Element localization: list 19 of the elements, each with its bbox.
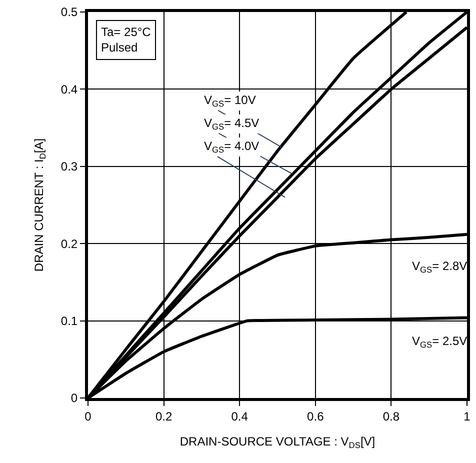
y-tick-label: 0.2 [60,236,78,251]
y-tick-label: 0.5 [60,5,78,20]
x-tick-label: 1 [464,409,471,424]
annotation: V$_{GS}$= 4.5V [204,116,260,132]
annotation: Ta= 25°C Pulsed [101,25,152,55]
x-tick-label: 0 [84,409,92,424]
annotation: V$_{GS}$= 2.5V [412,334,468,350]
y-tick-label: 0.1 [60,314,78,328]
x-tick-label: 0.2 [155,409,172,424]
x-axis-title: DRAIN-SOURCE VOLTAGE : V$_{DS}$[V] [180,434,376,450]
annotation: V$_{GS}$= 4.0V [204,139,260,155]
annotation: V$_{GS}$= 2.8V [412,259,468,275]
y-tick-label: 0 [70,391,78,406]
x-tick-label: 0.6 [307,409,324,424]
x-tick-label: 0.4 [231,409,248,424]
x-tick-label: 0.8 [382,409,400,424]
annotation: V$_{GS}$= 10V [204,93,256,109]
y-tick-label: 0.4 [60,82,78,96]
y-tick-label: 0.3 [60,160,78,174]
